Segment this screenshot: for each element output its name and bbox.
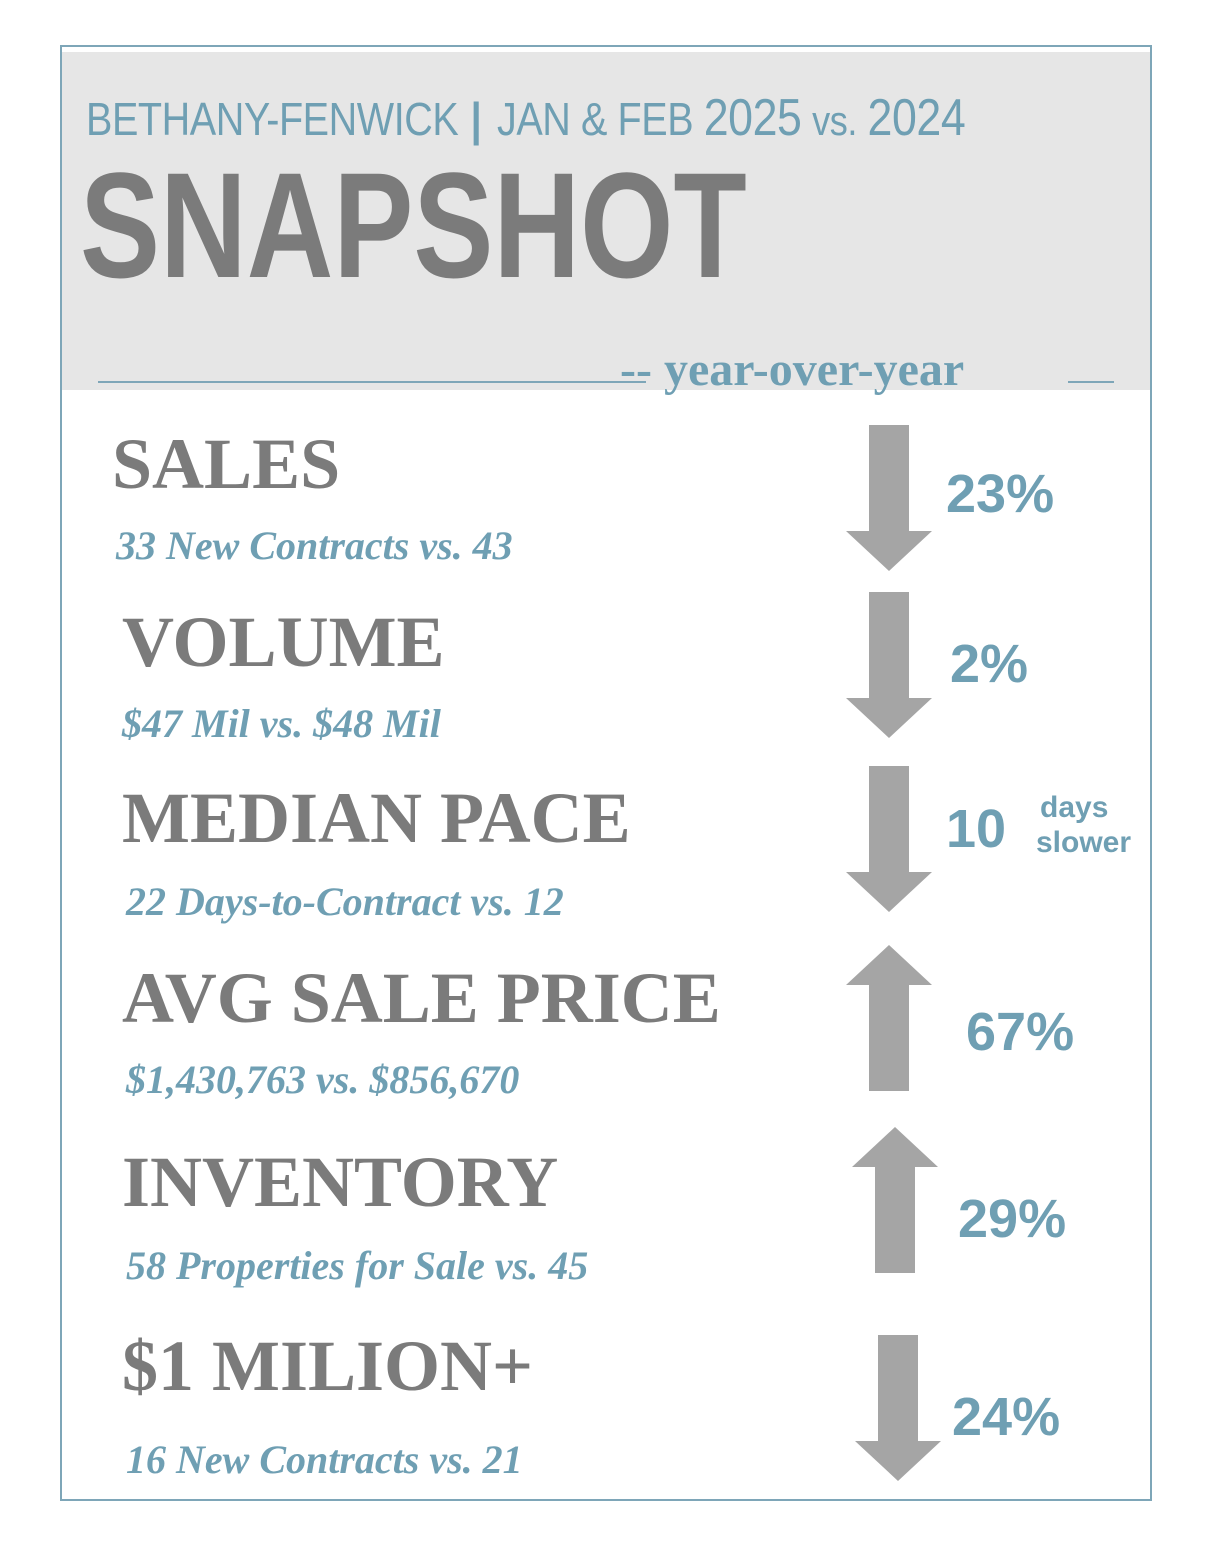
- metric-label-inventory: INVENTORY: [122, 1142, 559, 1222]
- vs-label: vs.: [812, 97, 857, 144]
- metric-change-sales: 23%: [946, 464, 1055, 524]
- header-line: BETHANY-FENWICK | JAN & FEB 2025 vs. 202…: [86, 88, 966, 148]
- metric-detail-sales: 33 New Contracts vs. 43: [116, 523, 513, 568]
- metric-change-unit: days slower: [1036, 790, 1131, 861]
- header-panel: [62, 52, 1150, 390]
- metric-change-million-plus: 24%: [952, 1387, 1061, 1447]
- location-label: BETHANY-FENWICK: [86, 93, 459, 145]
- down-arrow-icon: [846, 425, 932, 571]
- metric-label-avg-sale-price: AVG SALE PRICE: [122, 958, 721, 1038]
- year-current: 2025: [703, 89, 802, 147]
- metric-change-inventory: 29%: [958, 1189, 1067, 1249]
- metric-change-volume: 2%: [950, 634, 1029, 694]
- down-arrow-icon: [846, 592, 932, 738]
- metric-label-volume: VOLUME: [122, 602, 445, 682]
- divider-right: [1068, 381, 1114, 383]
- down-arrow-icon: [855, 1335, 941, 1481]
- metric-detail-median-pace: 22 Days-to-Contract vs. 12: [126, 879, 564, 924]
- divider-left: [98, 381, 646, 383]
- up-arrow-icon: [852, 1127, 938, 1273]
- metric-label-million-plus: $1 MILION+: [122, 1326, 534, 1406]
- up-arrow-icon: [846, 945, 932, 1091]
- metric-detail-avg-sale-price: $1,430,763 vs. $856,670: [126, 1057, 520, 1102]
- unit-slower: slower: [1036, 826, 1132, 860]
- year-prior: 2024: [867, 89, 966, 147]
- metric-label-sales: SALES: [112, 424, 341, 504]
- header-separator: |: [470, 93, 482, 145]
- metric-change-median-pace: 10: [946, 799, 1007, 859]
- metric-detail-million-plus: 16 New Contracts vs. 21: [126, 1437, 523, 1482]
- metric-detail-volume: $47 Mil vs. $48 Mil: [122, 701, 441, 746]
- page-title: SNAPSHOT: [80, 141, 747, 309]
- metric-change-avg-sale-price: 67%: [966, 1002, 1075, 1062]
- period-label: JAN & FEB: [496, 93, 694, 145]
- unit-days: days: [1040, 791, 1109, 824]
- year-over-year-label: -- year-over-year: [620, 343, 965, 396]
- metric-detail-inventory: 58 Properties for Sale vs. 45: [126, 1243, 589, 1288]
- down-arrow-icon: [846, 766, 932, 912]
- metric-label-median-pace: MEDIAN PACE: [122, 778, 631, 858]
